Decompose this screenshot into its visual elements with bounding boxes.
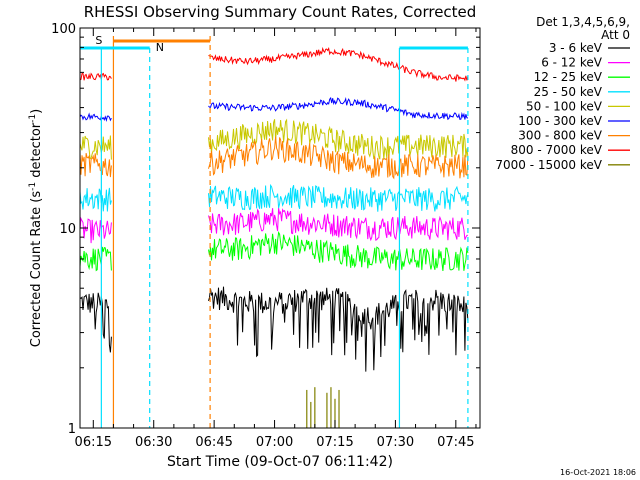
series-line [208,96,469,121]
x-tick-label: 06:15 [75,435,112,450]
series-300-800-kev [79,136,469,180]
legend-label: 100 - 300 keV [518,114,602,128]
series-line [79,216,112,244]
y-axis-label-main: Corrected Count Rate (s [29,191,44,348]
annotation-s: S [95,34,102,47]
plot-background [80,28,480,428]
series-line [79,72,112,81]
series-50-100-kev [79,118,469,160]
chart-title: RHESSI Observing Summary Count Rates, Co… [84,3,477,21]
legend-label: 800 - 7000 keV [511,143,603,157]
x-tick-label: 06:45 [195,435,232,450]
x-axis-label: Start Time (09-Oct-07 06:11:42) [167,454,393,470]
legend-header-line2: Att 0 [601,28,630,42]
legend-label: 7000 - 15000 keV [495,158,602,172]
legend-label: 3 - 6 keV [549,41,603,55]
series-6-12-kev [79,207,468,244]
y-axis-label-end: ) [29,109,44,114]
series-layer [79,46,469,428]
series-line [208,230,469,272]
series-800-7000-kev [79,46,469,82]
series-line [79,187,112,212]
legend-label: 6 - 12 keV [541,56,603,70]
x-tick-label: 06:30 [135,435,172,450]
series-line [79,112,112,123]
legend-label: 12 - 25 keV [534,70,603,84]
x-tick-label: 07:15 [316,435,353,450]
series-100-300-kev [79,96,469,123]
series-line [208,136,469,180]
legend-label: 300 - 800 keV [518,129,602,143]
y-tick-label: 10 [59,222,76,237]
legend-label: 25 - 50 keV [534,85,603,99]
series-line [208,46,469,82]
legend-label: 50 - 100 keV [526,99,603,113]
annotation-n: N [156,41,164,54]
y-axis-label-sup1: -1 [28,182,38,191]
y-axis-label: Corrected Count Rate (s-1 detector-1) [28,109,44,347]
series-line [208,207,468,242]
series-line [208,183,469,212]
series-line [208,286,469,372]
series-12-25-kev [79,230,469,272]
annotation-layer: SN [80,34,469,428]
x-tick-label: 07:45 [437,435,474,450]
series-line [79,135,112,160]
series-line [79,152,112,178]
y-tick-label: 100 [51,22,76,37]
x-tick-label: 07:00 [256,435,293,450]
x-tick-label: 07:30 [377,435,414,450]
series-line [79,246,112,272]
legend-header-line1: Det 1,3,4,5,6,9, [536,15,630,29]
series-line [208,118,469,160]
timestamp: 16-Oct-2021 18:06 [560,468,636,477]
y-tick-label: 1 [68,422,76,437]
series-line [79,292,112,353]
series-3-6-kev [79,286,469,372]
y-axis-label-mid: detector [29,122,44,182]
tick-layer: 06:15 06:30 06:45 07:00 07:15 07:30 07:45 1 10 10… [51,22,480,450]
y-axis-label-sup2: -1 [28,114,38,123]
series-25-50-kev [79,183,469,212]
